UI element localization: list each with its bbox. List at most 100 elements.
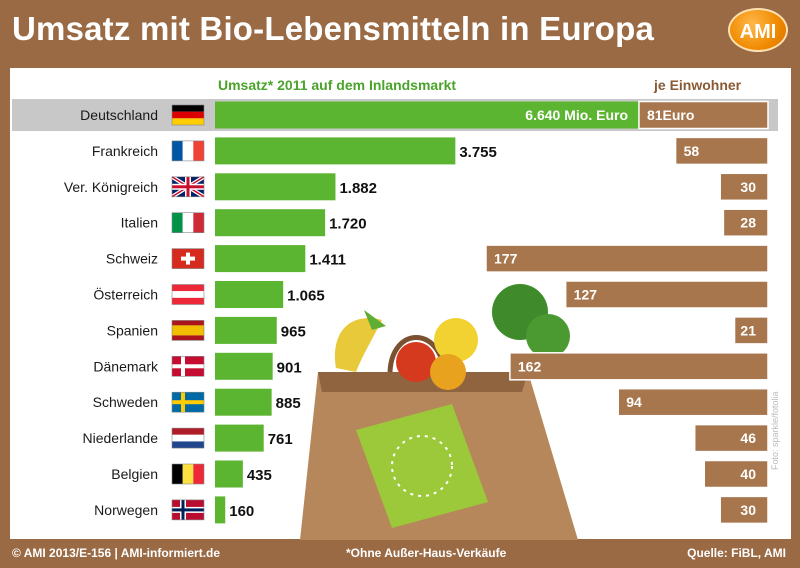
flag-border (171, 176, 205, 198)
country-label: Dänemark (93, 358, 159, 374)
sales-value-label: 761 (268, 431, 293, 448)
sales-bar (215, 173, 336, 201)
country-label: Italien (121, 215, 158, 231)
sales-value-label: 1.411 (309, 252, 346, 269)
per-capita-bar (617, 387, 769, 417)
flag-uk-cross (172, 185, 204, 189)
sales-bar (215, 388, 272, 416)
source-footer: Quelle: FiBL, AMI (687, 546, 786, 560)
flag-it (172, 212, 183, 233)
flag-nl (172, 428, 204, 435)
flag-ch-cross (181, 256, 195, 261)
per-capita-value-label: 46 (740, 430, 756, 446)
country-label: Deutschland (80, 107, 158, 123)
per-capita-bar (719, 495, 769, 525)
flag-es (172, 320, 204, 326)
sales-bar (215, 209, 326, 237)
flag-border (171, 463, 205, 485)
flag-border (171, 212, 205, 233)
flag-se-cross (172, 400, 204, 405)
flag-at (172, 291, 204, 298)
flag-nl (172, 434, 204, 442)
flag-fr (172, 140, 183, 161)
country-label: Frankreich (92, 143, 158, 159)
flag-it (193, 212, 204, 233)
flag-nl (172, 441, 204, 449)
photo-credit: Foto: sparkle/fotolia (770, 391, 780, 470)
eu-bio-label (356, 404, 488, 528)
country-label: Österreich (93, 286, 158, 303)
per-capita-bar (719, 172, 769, 202)
flag-border (171, 355, 205, 377)
flag-border (171, 104, 205, 126)
country-label: Schweden (93, 394, 158, 410)
flag-border (171, 140, 205, 162)
per-capita-value-label: 94 (626, 394, 642, 410)
flag-be (172, 464, 183, 484)
per-capita-value-label: 21 (740, 322, 756, 338)
per-capita-value-label: 177 (494, 251, 518, 267)
sales-value-label: 6.640 Mio. Euro (525, 107, 628, 123)
per-capita-bar (674, 136, 769, 166)
per-capita-bar (564, 280, 769, 309)
per-capita-bar (703, 459, 769, 489)
sales-value-label: 901 (277, 359, 302, 376)
flag-at (172, 297, 204, 305)
eu-bio-leaf-stars (391, 435, 453, 497)
per-capita-bar (733, 316, 769, 345)
sales-bar (215, 460, 243, 488)
flag-border (171, 284, 205, 305)
flag-border (171, 499, 205, 521)
sales-bar (215, 245, 306, 273)
per-capita-value-label: 28 (740, 215, 756, 231)
sales-bar (215, 101, 640, 129)
bag-rim (318, 372, 528, 392)
footnote: *Ohne Außer-Haus-Verkäufe (346, 546, 507, 560)
flag-es (172, 335, 204, 341)
sales-value-label: 965 (281, 323, 306, 340)
sales-bar (215, 281, 284, 308)
per-capita-value-label: 127 (574, 287, 598, 303)
country-label: Belgien (111, 466, 158, 482)
per-capita-bar (693, 423, 769, 453)
flag-de (172, 105, 204, 112)
flag-be (193, 464, 204, 484)
per-capita-value-label: 30 (740, 179, 756, 195)
country-label: Schweiz (106, 251, 158, 267)
per-capita-bar (485, 244, 769, 273)
banana (335, 318, 382, 372)
flag-it (182, 212, 194, 233)
sales-value-label: 1.065 (287, 288, 325, 305)
per-capita-value-label: 30 (740, 502, 756, 518)
flag-dk-cross (172, 364, 204, 369)
orange-fruit (430, 354, 466, 390)
per-capita-value-label: 81Euro (647, 107, 694, 123)
sales-value-label: 435 (247, 467, 272, 484)
flag-border (171, 248, 205, 269)
flag-border (171, 427, 205, 449)
flag-be (182, 464, 194, 484)
country-label: Spanien (107, 322, 158, 338)
sales-value-label: 1.882 (339, 180, 377, 197)
herb-leaf (364, 310, 386, 330)
sales-value-label: 1.720 (329, 216, 367, 233)
ami-logo: AMI (728, 8, 788, 52)
per-capita-header: je Einwohner (653, 77, 742, 93)
flag-at (172, 284, 204, 292)
sales-value-label: 160 (229, 503, 254, 520)
flag-de (172, 111, 204, 119)
sales-header: Umsatz* 2011 auf dem Inlandsmarkt (218, 77, 456, 93)
per-capita-bar (638, 100, 769, 130)
broccoli-floret (526, 314, 570, 358)
sales-value-label: 3.755 (459, 144, 497, 161)
per-capita-value-label: 162 (518, 358, 542, 374)
sales-bar (215, 137, 456, 165)
flag-border (171, 320, 205, 341)
country-label: Niederlande (83, 430, 159, 446)
chart-title: Umsatz mit Bio-Lebensmitteln in Europa (12, 10, 654, 47)
flag-fr (193, 140, 204, 161)
country-label: Norwegen (94, 502, 158, 518)
flag-border (171, 391, 205, 413)
